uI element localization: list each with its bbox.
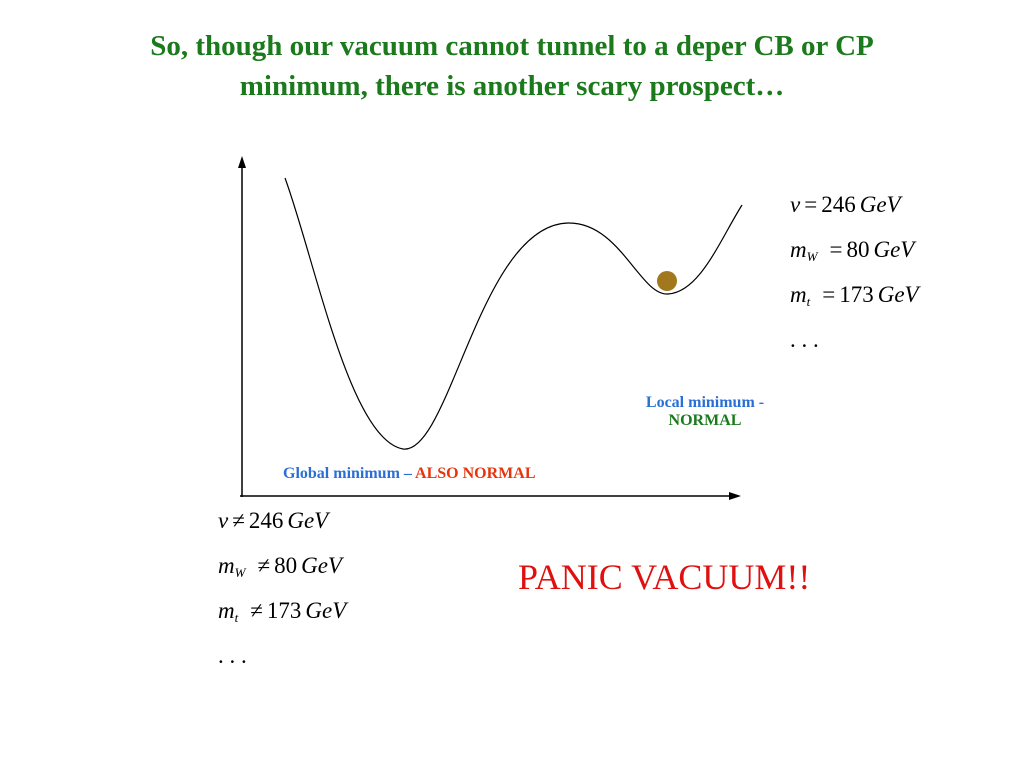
label-status: NORMAL bbox=[668, 412, 742, 429]
value: 173 bbox=[839, 282, 874, 307]
panic-equations: v ≠ 246 GeV mW ≠ 80 GeV mt ≠ 173 GeV. . . bbox=[218, 508, 346, 688]
unit: GeV bbox=[301, 553, 342, 578]
unit: GeV bbox=[287, 508, 329, 533]
title-line: So, though our vacuum cannot tunnel to a… bbox=[150, 30, 874, 62]
axis-arrow bbox=[238, 156, 246, 168]
equation: mW = 80 GeV bbox=[790, 237, 919, 282]
value: 80 bbox=[274, 553, 298, 578]
unit: GeV bbox=[877, 282, 919, 307]
symbol: m bbox=[790, 237, 807, 262]
relation: = bbox=[822, 282, 836, 307]
symbol: m bbox=[790, 282, 807, 307]
relation: ≠ bbox=[250, 598, 263, 623]
relation: = bbox=[829, 237, 843, 262]
ellipsis: . . . bbox=[218, 643, 247, 668]
vacuum-ball bbox=[657, 271, 677, 291]
label-text: Global minimum – bbox=[283, 465, 412, 482]
title-line: minimum, there is another scary prospect… bbox=[239, 70, 785, 102]
unit: GeV bbox=[873, 237, 915, 262]
equation: v ≠ 246 GeV bbox=[218, 508, 346, 553]
subscript: W bbox=[806, 249, 818, 264]
equation: mt = 173 GeV bbox=[790, 282, 919, 327]
relation: ≠ bbox=[257, 553, 271, 578]
value: 173 bbox=[266, 598, 302, 623]
ellipsis: . . . bbox=[790, 327, 819, 352]
label-text: Local minimum - bbox=[645, 394, 765, 411]
panic-label: PANIC VACUUM!! bbox=[518, 557, 811, 597]
value: 246 bbox=[821, 192, 856, 217]
relation: ≠ bbox=[232, 508, 245, 533]
symbol: v bbox=[218, 508, 229, 533]
symbol: m bbox=[218, 553, 235, 578]
symbol: v bbox=[790, 192, 801, 217]
subscript: t bbox=[806, 294, 811, 309]
local-minimum-label: Local minimum - NORMAL bbox=[620, 394, 790, 430]
unit: GeV bbox=[859, 192, 901, 217]
axis-arrow bbox=[729, 492, 741, 500]
equation: mW ≠ 80 GeV bbox=[218, 553, 346, 598]
symbol: m bbox=[218, 598, 235, 623]
global-minimum-label: Global minimum – ALSO NORMAL bbox=[283, 465, 535, 483]
normal-equations: v = 246 GeV mW = 80 GeV mt = 173 GeV. . . bbox=[790, 192, 919, 372]
value: 80 bbox=[846, 237, 870, 262]
relation: = bbox=[804, 192, 818, 217]
subscript: t bbox=[234, 610, 239, 625]
value: 246 bbox=[248, 508, 284, 533]
potential-curve bbox=[284, 177, 743, 450]
equation: mt ≠ 173 GeV bbox=[218, 598, 346, 643]
label-status: ALSO NORMAL bbox=[415, 465, 536, 482]
equation: v = 246 GeV bbox=[790, 192, 919, 237]
subscript: W bbox=[234, 565, 246, 580]
unit: GeV bbox=[305, 598, 347, 623]
